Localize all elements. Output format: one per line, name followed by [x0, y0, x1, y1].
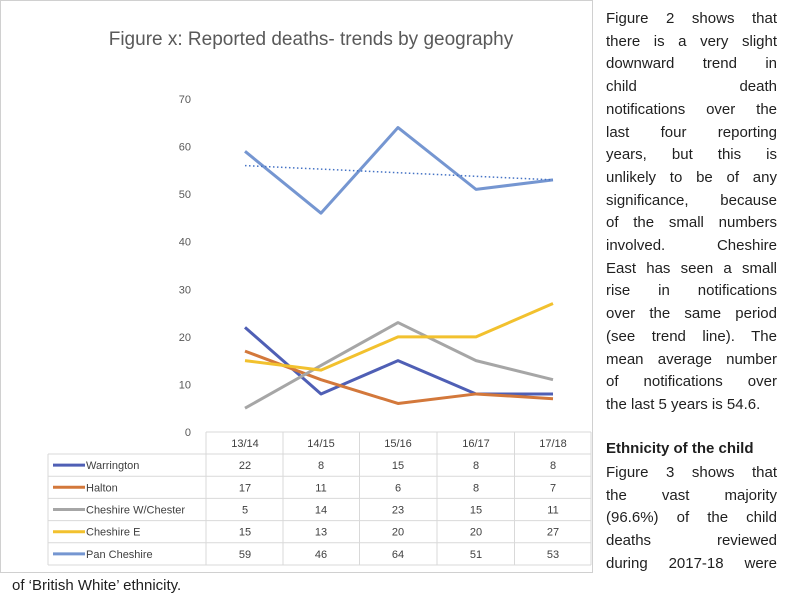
para1-line: of notifications over: [606, 373, 777, 391]
table-cell-value: 27: [547, 527, 559, 539]
para1-line: there is a very slight: [606, 32, 777, 50]
x-category-label: 15/16: [384, 438, 412, 450]
bottom-text-line: of ‘British White’ ethnicity.: [12, 577, 182, 594]
para1-line: significance, because: [606, 191, 777, 209]
series-line-cheshire-w-chester: [244, 321, 554, 410]
para2-line: deaths reviewed: [606, 532, 777, 550]
x-category-label: 16/17: [462, 438, 490, 450]
y-tick-label: 20: [179, 332, 191, 344]
para1-line: of the small numbers: [606, 214, 777, 232]
para2-line: during 2017-18 were: [606, 554, 777, 572]
table-cell-value: 20: [392, 527, 404, 539]
para1-line: child death: [606, 78, 777, 96]
chart-title: Figure x: Reported deaths- trends by geo…: [109, 29, 514, 50]
para1-line: East has seen a small: [606, 259, 777, 277]
table-cell-value: 14: [315, 505, 327, 517]
table-cell-value: 15: [239, 527, 251, 539]
y-tick-label: 50: [179, 189, 191, 201]
table-cell-value: 15: [392, 460, 404, 472]
y-tick-label: 30: [179, 284, 191, 296]
para1-line: rise in notifications: [606, 282, 777, 300]
para2-line: Figure 3 shows that: [606, 464, 777, 481]
table-cell-value: 22: [239, 460, 251, 472]
x-category-label: 13/14: [231, 438, 259, 450]
x-category-label: 17/18: [539, 438, 567, 450]
table-cell-value: 20: [470, 527, 482, 539]
x-category-label: 14/15: [307, 438, 335, 450]
para1-line: last four reporting: [606, 123, 777, 141]
chart: Figure x: Reported deaths- trends by geo…: [47, 29, 592, 566]
para1-line: over the same period: [606, 305, 777, 323]
legend-label: Cheshire W/Chester: [86, 505, 185, 517]
table-cell-value: 8: [473, 460, 479, 472]
legend-label: Warrington: [86, 460, 139, 472]
table-cell-value: 8: [473, 482, 479, 494]
table-cell-value: 59: [239, 549, 251, 561]
table-cell-value: 11: [547, 505, 558, 517]
para1-line: unlikely to be of any: [606, 168, 777, 186]
section-heading-ethnicity: Ethnicity of the child: [606, 440, 754, 457]
table-cell-value: 6: [395, 482, 401, 494]
legend-label: Pan Cheshire: [86, 549, 153, 561]
para1-line: mean average number: [606, 350, 777, 368]
table-cell-value: 8: [318, 460, 324, 472]
para2-line: the vast majority: [606, 486, 777, 504]
table-cell-value: 23: [392, 505, 404, 517]
table-cell-value: 15: [470, 505, 482, 517]
para1-line: downward trend in: [606, 55, 777, 73]
table-cell-value: 8: [550, 460, 556, 472]
para1-line: involved. Cheshire: [606, 237, 777, 254]
table-cell-value: 17: [239, 482, 251, 494]
para2-line: (96.6%) of the child: [606, 509, 777, 527]
y-tick-label: 60: [179, 142, 191, 154]
table-cell-value: 53: [547, 549, 559, 561]
legend-label: Cheshire E: [86, 527, 140, 539]
y-tick-label: 70: [179, 94, 191, 106]
table-cell-value: 51: [470, 549, 482, 561]
table-cell-value: 7: [550, 482, 556, 494]
table-cell-value: 13: [315, 527, 327, 539]
para1-line: notifications over the: [606, 100, 777, 118]
y-tick-label: 40: [179, 237, 191, 249]
legend-label: Halton: [86, 482, 118, 494]
series-line-halton: [244, 349, 554, 405]
para1-line: (see trend line). The: [606, 327, 777, 345]
series-line-cheshire-e: [244, 302, 554, 372]
para1-line: the last 5 years is 54.6.: [606, 395, 761, 413]
chart-frame: Figure x: Reported deaths- trends by geo…: [0, 0, 593, 573]
table-cell-value: 64: [392, 549, 404, 561]
para1-line: Figure 2 shows that: [606, 10, 777, 27]
table-cell-value: 11: [315, 482, 326, 494]
trend-line: [244, 164, 554, 181]
table-cell-value: 5: [242, 505, 248, 517]
table-cell-value: 46: [315, 549, 327, 561]
y-tick-label: 10: [179, 379, 191, 391]
y-tick-label: 0: [185, 427, 191, 439]
series-line-pan-cheshire: [244, 126, 554, 215]
para1-line: years, but this is: [606, 146, 777, 164]
